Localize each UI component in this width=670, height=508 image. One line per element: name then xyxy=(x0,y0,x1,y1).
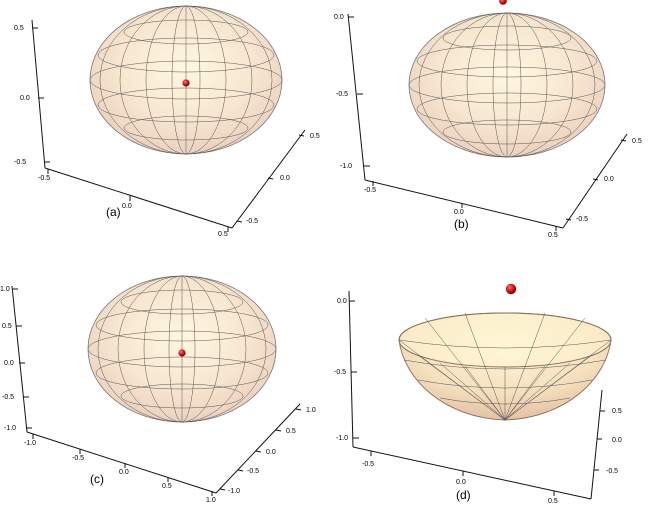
red-point xyxy=(182,79,190,87)
panel-c: 1.0 0.5 0.0 -0.5 -1.0 -1.0 -0.5 0.0 0.5 … xyxy=(0,275,316,504)
panel-caption: (d) xyxy=(456,488,471,502)
tick-label: -0.5 xyxy=(334,369,346,376)
tick-label: 0.0 xyxy=(119,469,129,476)
tick-label: -1.0 xyxy=(228,488,240,495)
red-point xyxy=(499,0,507,5)
tick-label: 0.0 xyxy=(456,479,466,486)
ellipsoid-b xyxy=(408,12,606,158)
ticks-b: 0.0 -0.5 -1.0 -0.5 0.0 0.5 0.5 0.0 -0.5 xyxy=(334,14,642,239)
tick-label: 0.5 xyxy=(632,138,642,145)
tick-label: -0.5 xyxy=(38,175,50,182)
tick-label: -0.5 xyxy=(362,461,374,468)
tick-label: -1.0 xyxy=(24,440,36,447)
ticks-d: 0.0 -0.5 -1.0 -0.5 0.0 0.5 0.5 0.0 -0.5 xyxy=(334,298,622,505)
red-point xyxy=(505,283,517,295)
mesh-a xyxy=(89,5,283,155)
ticks-a: 0.5 0.0 -0.5 -0.5 0.0 0.5 0.5 0.0 -0.5 xyxy=(14,25,320,238)
red-point xyxy=(178,349,186,357)
axes-a xyxy=(31,19,306,232)
tick-label: 0.5 xyxy=(612,408,622,415)
tick-label: 0.0 xyxy=(4,360,14,367)
tick-label: 0.5 xyxy=(2,323,12,330)
tick-label: 0.0 xyxy=(612,437,622,444)
tick-label: 1.0 xyxy=(206,497,216,504)
axes-c xyxy=(11,285,302,496)
ticks-c: 1.0 0.5 0.0 -0.5 -1.0 -1.0 -0.5 0.0 0.5 … xyxy=(0,286,316,504)
tick-label: 0.5 xyxy=(548,232,558,239)
tick-label: -0.5 xyxy=(606,468,618,475)
bowl-d xyxy=(398,312,612,421)
ellipsoid-c xyxy=(87,275,277,423)
ellipsoid-a xyxy=(89,5,283,155)
tick-label: 0.0 xyxy=(20,95,30,102)
mesh-c xyxy=(87,275,277,423)
tick-label: 0.5 xyxy=(218,231,228,238)
tick-label: 0.5 xyxy=(286,428,296,435)
panel-d: 0.0 -0.5 -1.0 -0.5 0.0 0.5 0.5 0.0 -0.5 … xyxy=(334,283,622,505)
bowl-rim xyxy=(398,312,612,368)
axes-b xyxy=(347,13,628,231)
tick-label: -0.5 xyxy=(246,218,258,225)
panel-a: 0.5 0.0 -0.5 -0.5 0.0 0.5 0.5 0.0 -0.5 (… xyxy=(14,5,320,238)
panel-caption: (c) xyxy=(90,472,104,486)
axes-d xyxy=(348,290,605,500)
tick-label: 0.0 xyxy=(337,298,347,305)
panel-b: 0.0 -0.5 -1.0 -0.5 0.0 0.5 0.5 0.0 -0.5 … xyxy=(334,0,642,239)
tick-label: 1.0 xyxy=(306,407,316,414)
panel-caption: (b) xyxy=(454,217,469,231)
tick-label: 0.5 xyxy=(162,483,172,490)
tick-label: 0.0 xyxy=(604,176,614,183)
tick-label: -1.0 xyxy=(336,435,348,442)
tick-label: 0.5 xyxy=(310,133,320,140)
tick-label: 0.0 xyxy=(334,14,344,21)
tick-label: -0.5 xyxy=(576,216,588,223)
tick-label: -0.5 xyxy=(336,91,348,98)
tick-label: -0.5 xyxy=(14,159,26,166)
tick-label: 1.0 xyxy=(0,286,10,293)
panel-caption: (a) xyxy=(106,205,121,219)
tick-label: -0.5 xyxy=(364,187,376,194)
tick-label: -1.0 xyxy=(4,425,16,432)
tick-label: -1.0 xyxy=(340,163,352,170)
tick-label: 0.0 xyxy=(122,203,132,210)
tick-label: -0.5 xyxy=(72,455,84,462)
tick-label: 0.5 xyxy=(548,498,558,505)
tick-label: 0.0 xyxy=(454,209,464,216)
tick-label: 0.0 xyxy=(280,175,290,182)
mesh-b xyxy=(408,12,606,158)
tick-label: -0.5 xyxy=(2,394,14,401)
tick-label: 0.5 xyxy=(14,25,24,32)
tick-label: 0.0 xyxy=(266,449,276,456)
tick-label: -0.5 xyxy=(247,468,259,475)
mesh-d xyxy=(398,312,612,421)
